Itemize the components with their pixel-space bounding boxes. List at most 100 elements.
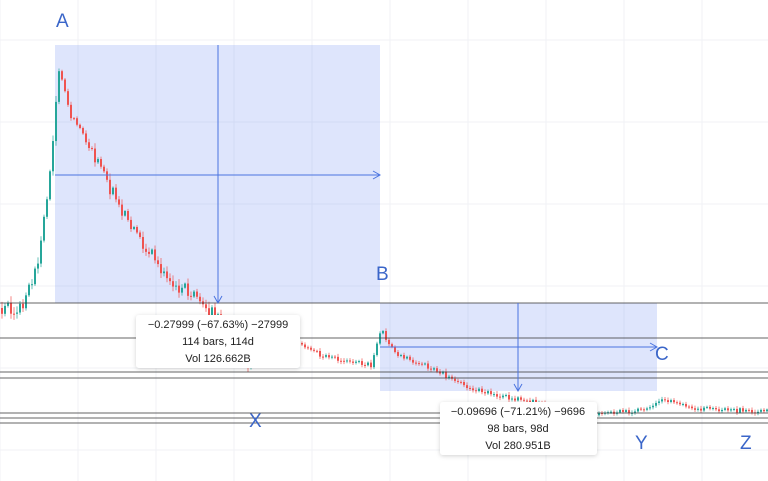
candle-body [178, 285, 180, 293]
candle-body [88, 142, 90, 149]
measure-label: −0.09696 (−71.21%) −9696 98 bars, 98d Vo… [440, 402, 597, 455]
candle-body [400, 355, 402, 357]
candle-body [367, 362, 369, 366]
candle-body [94, 148, 96, 163]
candle-body [694, 408, 696, 410]
candle-body [1, 308, 3, 314]
candle-body [7, 302, 9, 306]
candle-body [55, 101, 57, 142]
candle-body [199, 296, 201, 302]
candle-body [112, 187, 114, 195]
candle-body [511, 398, 513, 400]
candle-body [118, 199, 120, 205]
candle-body [439, 371, 441, 374]
candle-body [364, 364, 366, 366]
measure-label: −0.27999 (−67.63%) −27999 114 bars, 114d… [136, 315, 300, 368]
candle-body [352, 361, 354, 363]
candle-body [361, 361, 363, 365]
candle-body [724, 408, 726, 410]
candle-body [661, 399, 663, 402]
candle-body [490, 391, 492, 395]
candle-body [46, 199, 48, 217]
candle-body [610, 411, 612, 413]
candle-body [103, 166, 105, 172]
bars: 98 bars, 98d [487, 423, 548, 435]
candle-body [343, 360, 345, 362]
candle-body [496, 394, 498, 397]
candle-body [127, 211, 129, 220]
candle-body [346, 360, 348, 362]
candle-body [745, 409, 747, 412]
candle-body [667, 400, 669, 403]
candle-body [148, 251, 150, 254]
candle-body [388, 339, 390, 345]
candle-body [64, 79, 66, 92]
candle-body [13, 313, 15, 315]
candle-body [181, 287, 183, 293]
candle-body [502, 395, 504, 398]
candle-body [415, 362, 417, 364]
candle-body [214, 307, 216, 317]
candle-body [697, 408, 699, 410]
candle-body [763, 409, 765, 412]
candle-body [475, 390, 477, 392]
candle-body [31, 284, 33, 286]
candle-body [172, 281, 174, 287]
candle-body [700, 408, 702, 411]
candle-body [196, 291, 198, 297]
point-label: X [249, 411, 262, 432]
candle-body [685, 403, 687, 407]
candle-body [385, 331, 387, 340]
candle-body [325, 355, 327, 357]
candle-body [106, 171, 108, 180]
candle-body [166, 271, 168, 279]
candle-body [121, 204, 123, 216]
candle-body [73, 118, 75, 120]
candle-body [133, 227, 135, 230]
candle-body [532, 399, 534, 404]
candle-body [691, 406, 693, 409]
candle-body [397, 352, 399, 356]
point-label: C [655, 344, 669, 365]
candle-body [469, 387, 471, 389]
candle-body [58, 71, 60, 102]
candle-body [190, 295, 192, 297]
candle-body [484, 392, 486, 394]
candle-body [679, 402, 681, 405]
candle-body [100, 159, 102, 167]
candle-body [10, 302, 12, 314]
candle-body [709, 406, 711, 409]
candle-body [739, 408, 741, 413]
candle-body [313, 349, 315, 351]
candle-body [505, 394, 507, 396]
candle-body [514, 398, 516, 401]
horizontal-lines [0, 302, 768, 424]
candle-body [493, 394, 495, 396]
change: −0.09696 (−71.21%) −9696 [451, 406, 585, 418]
candle-body [139, 232, 141, 237]
candle-body [601, 412, 603, 414]
candle-body [418, 363, 420, 365]
change: −0.27999 (−67.63%) −27999 [148, 319, 288, 331]
candle-body [82, 128, 84, 134]
candle-body [115, 187, 117, 200]
candle-body [331, 356, 333, 358]
candle-body [730, 409, 732, 411]
candle-body [25, 295, 27, 309]
candle-body [628, 410, 630, 414]
candle-body [643, 409, 645, 411]
candle-body [445, 371, 447, 378]
candle-body [37, 263, 39, 269]
candle-body [751, 409, 753, 413]
candle-body [523, 399, 525, 401]
bars: 114 bars, 114d [182, 336, 254, 348]
candle-body [151, 249, 153, 254]
candle-body [433, 368, 435, 370]
candle-body [622, 409, 624, 412]
candle-body [91, 148, 93, 150]
candle-body [718, 409, 720, 412]
candle-body [658, 401, 660, 403]
candle-body [85, 133, 87, 143]
candle-body [406, 356, 408, 359]
